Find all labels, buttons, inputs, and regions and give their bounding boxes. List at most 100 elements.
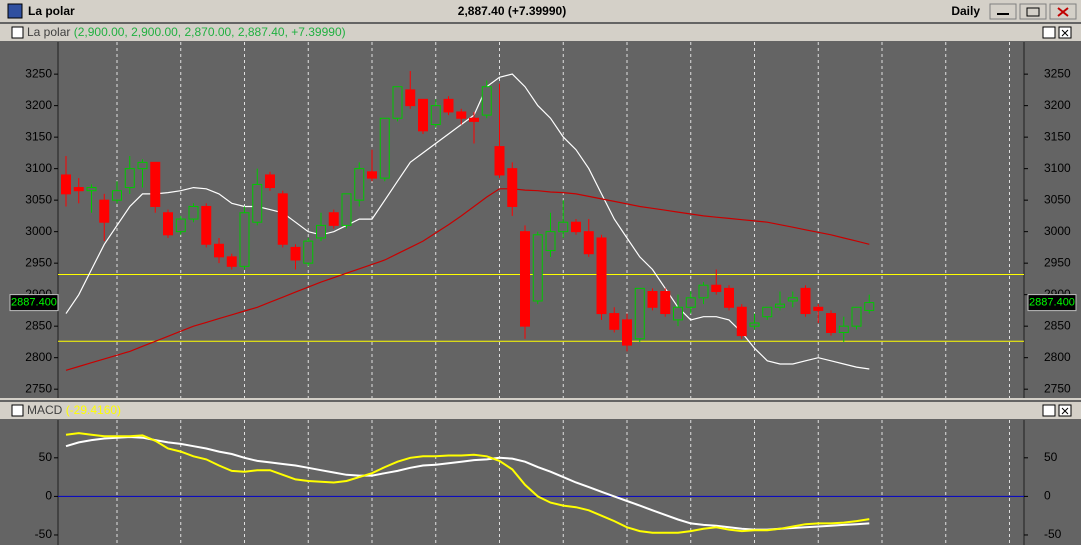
y-tick-label: 2750 — [25, 381, 52, 395]
candle-body — [379, 117, 390, 179]
y-tick-label-right: -50 — [1044, 527, 1062, 541]
candle-body — [838, 325, 849, 333]
indicator-line — [65, 435, 870, 531]
macd-title: MACD (-29.4160) — [27, 403, 121, 417]
pane-max-button[interactable] — [1042, 404, 1056, 417]
candle-body — [201, 205, 212, 245]
candle-body — [252, 183, 263, 223]
candle-body — [290, 246, 301, 261]
y-tick-label: 3050 — [25, 192, 52, 206]
y-tick-label-right: 3050 — [1044, 192, 1071, 206]
candle-body — [685, 297, 696, 308]
candle-body — [405, 89, 416, 107]
indicator-line — [65, 188, 870, 371]
y-tick-label: 2800 — [25, 350, 52, 364]
candle-body — [826, 313, 836, 333]
candle-body — [188, 205, 199, 220]
candle-body — [367, 171, 377, 179]
candle-body — [787, 297, 798, 302]
candle-body — [507, 168, 518, 207]
candle-body — [622, 319, 632, 346]
y-tick-label-right: 50 — [1044, 450, 1058, 464]
pane-values: (2,900.00, 2,900.00, 2,870.00, 2,887.40,… — [74, 25, 346, 39]
candle-body — [61, 174, 71, 195]
y-tick-label: 2850 — [25, 318, 52, 332]
pane-icon — [11, 26, 24, 39]
minimize-button[interactable] — [989, 3, 1017, 20]
last-price-box-right-label: 2887.400 — [1029, 297, 1075, 309]
macd-pane — [0, 400, 1081, 545]
pane-title: La polar (2,900.00, 2,900.00, 2,870.00, … — [27, 25, 346, 39]
candle-body — [469, 117, 479, 122]
title-bar — [0, 0, 1081, 22]
y-tick-label-right: 2850 — [1044, 318, 1071, 332]
y-tick-label: 3200 — [25, 98, 52, 112]
candle-body — [73, 187, 84, 192]
candle-body — [112, 190, 122, 201]
candle-body — [647, 291, 658, 308]
quote: 2,887.40 (+7.39990) — [458, 4, 566, 18]
window-title: La polar — [28, 4, 75, 18]
candle-body — [99, 199, 110, 223]
candle-body — [851, 306, 862, 327]
candle-body — [736, 306, 747, 337]
y-tick-label-right: 2800 — [1044, 350, 1071, 364]
candle-body — [277, 193, 288, 245]
candle-body — [583, 231, 594, 255]
app-icon — [7, 3, 23, 19]
candle-body — [775, 303, 785, 308]
candle-body — [354, 168, 365, 201]
candle-body — [724, 287, 734, 308]
candle-body — [660, 291, 671, 315]
candle-body — [481, 86, 492, 116]
candle-body — [520, 231, 530, 327]
candle-body — [571, 221, 581, 233]
candle-body — [392, 86, 403, 119]
candle-body — [456, 111, 467, 119]
indicator-line — [65, 73, 870, 370]
y-tick-label: 3150 — [25, 129, 52, 143]
y-tick-label: 3250 — [25, 66, 52, 80]
candle-body — [239, 212, 250, 267]
candle-body — [265, 174, 275, 189]
candle-body — [316, 224, 326, 239]
y-tick-label-right: 2750 — [1044, 381, 1071, 395]
candle-body — [634, 287, 645, 340]
y-tick-label: 50 — [39, 450, 53, 464]
candle-body — [813, 306, 824, 311]
pane-max-button[interactable] — [1042, 26, 1056, 39]
candle-body — [124, 168, 135, 189]
candle-body — [864, 302, 875, 311]
last-price-box — [9, 294, 59, 312]
candle-body — [418, 98, 428, 132]
candle-body — [214, 243, 224, 258]
candle-body — [698, 284, 709, 299]
candle-body — [673, 306, 683, 321]
pane-title-name: La polar — [27, 25, 70, 39]
candle-body — [749, 322, 760, 327]
maximize-button[interactable] — [1019, 3, 1047, 20]
candle-body — [163, 212, 173, 236]
pane-icon — [11, 404, 24, 417]
candle-body — [341, 193, 352, 226]
period: Daily — [951, 4, 980, 18]
y-tick-label-right: 3000 — [1044, 224, 1071, 238]
price-pane — [0, 22, 1081, 398]
candle-body — [430, 105, 441, 126]
candle-body — [328, 212, 339, 226]
candle-body — [226, 256, 237, 267]
candle-body — [532, 234, 543, 302]
price-pane-header — [0, 24, 1081, 41]
candle-body — [596, 237, 607, 315]
candle-body — [150, 161, 161, 207]
last-price-box-label: 2887.400 — [11, 297, 57, 309]
candle-body — [800, 287, 811, 315]
window-buttons — [989, 3, 1077, 20]
macd-value: (-29.4160) — [66, 403, 121, 417]
candle-body — [545, 231, 556, 252]
candle-body — [137, 161, 148, 170]
y-tick-label: 0 — [45, 489, 52, 503]
candle-body — [609, 313, 620, 330]
